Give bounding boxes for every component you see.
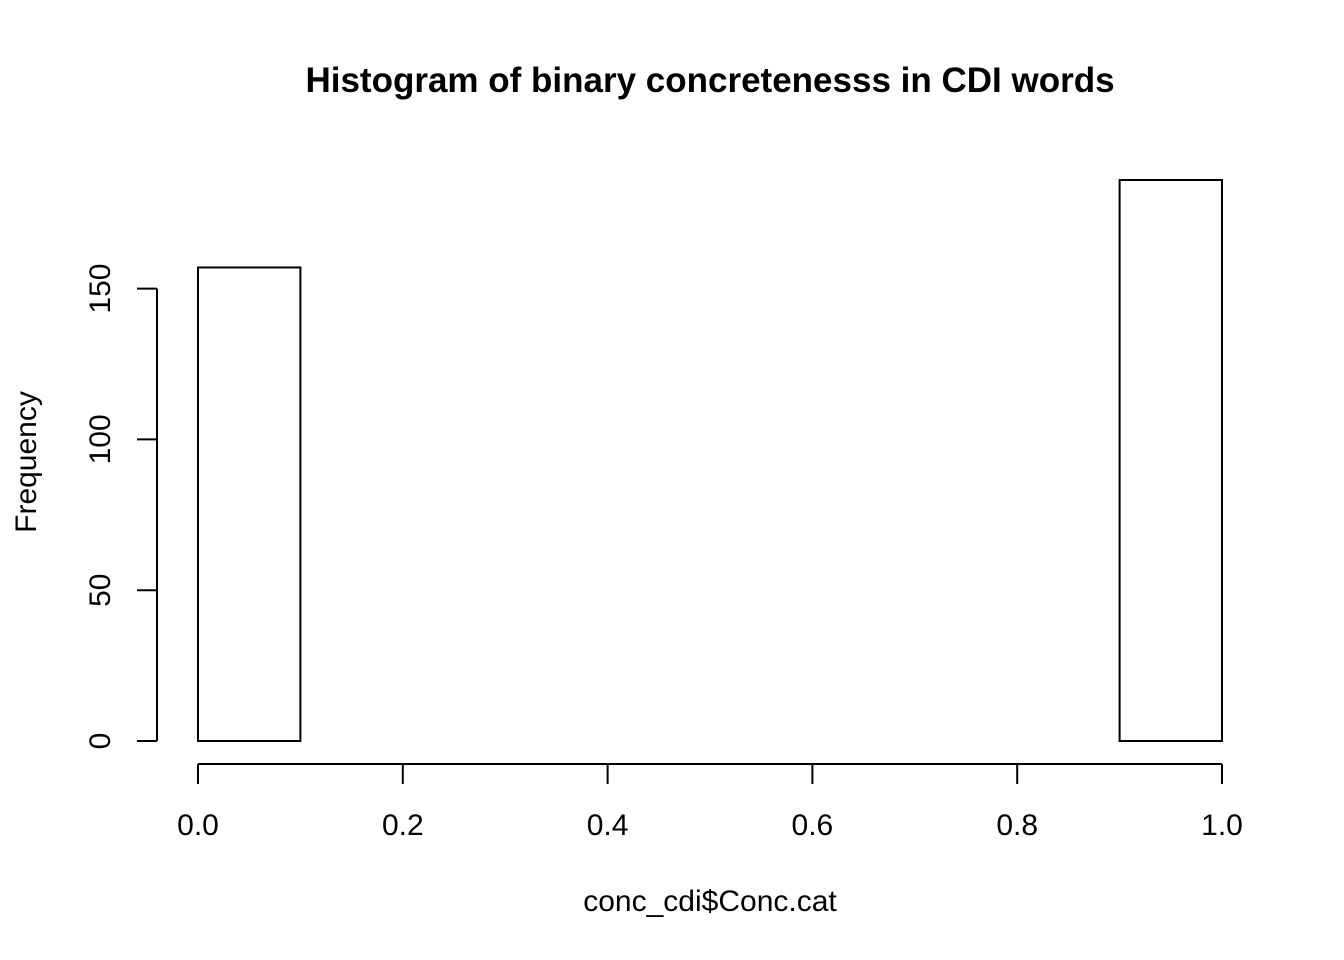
- y-tick-label-3: 150: [84, 264, 117, 314]
- y-tick-label-2: 100: [84, 414, 117, 464]
- y-axis: 0 50 100 150: [84, 264, 158, 750]
- x-axis: 0.0 0.2 0.4 0.6 0.8 1.0: [177, 763, 1243, 842]
- histogram-bar-0: [197, 266, 302, 742]
- y-tick-label-0: 0: [84, 733, 117, 750]
- histogram-bar-9: [1118, 179, 1223, 742]
- x-tick-label-5: 1.0: [1201, 809, 1243, 842]
- x-tick-label-2: 0.4: [587, 809, 629, 842]
- x-tick-label-4: 0.8: [996, 809, 1038, 842]
- chart-title: Histogram of binary concretenesss in CDI…: [305, 61, 1114, 100]
- x-tick-label-1: 0.2: [382, 809, 424, 842]
- y-axis-label: Frequency: [10, 391, 43, 533]
- y-tick-label-1: 50: [84, 574, 117, 607]
- x-tick-label-3: 0.6: [792, 809, 834, 842]
- x-axis-label: conc_cdi$Conc.cat: [583, 885, 837, 918]
- x-tick-label-0: 0.0: [177, 809, 219, 842]
- bars-group: [197, 179, 1223, 742]
